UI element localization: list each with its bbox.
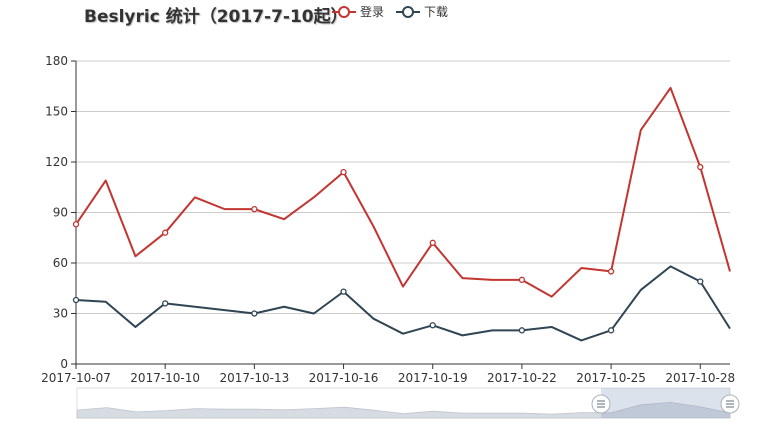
- y-tick-label: 150: [45, 105, 68, 119]
- data-point: [429, 322, 436, 329]
- legend[interactable]: 登录 下载: [332, 4, 448, 19]
- legend-item-download[interactable]: 下载: [396, 5, 448, 19]
- zoom-selection[interactable]: [601, 388, 730, 418]
- y-tick-label: 60: [53, 256, 68, 270]
- y-tick-label: 180: [45, 54, 68, 68]
- data-point: [72, 221, 80, 228]
- data-point: [72, 296, 80, 304]
- legend-label-login: 登录: [360, 4, 384, 19]
- y-tick-label: 0: [60, 357, 68, 371]
- y-tick-label: 120: [45, 155, 68, 169]
- data-zoom-slider[interactable]: [76, 387, 740, 419]
- y-tick-label: 90: [53, 206, 68, 220]
- data-point: [518, 327, 526, 334]
- data-point: [340, 168, 347, 176]
- x-tick-label: 2017-10-22: [487, 371, 557, 385]
- series-line-login: [75, 86, 731, 298]
- legend-item-login[interactable]: 登录: [332, 4, 384, 19]
- data-point: [162, 300, 169, 307]
- data-point: [251, 205, 258, 213]
- chart-title: Beslyric 统计（2017-7-10起）: [84, 7, 348, 27]
- data-point: [162, 229, 169, 236]
- x-tick-label: 2017-10-19: [398, 371, 468, 385]
- series-line-download: [75, 265, 731, 342]
- x-tick-label: 2017-10-25: [576, 371, 646, 385]
- slider-handle-icon[interactable]: [591, 394, 611, 414]
- zoom-shadow-area: [76, 401, 731, 419]
- data-point: [697, 163, 704, 171]
- data-point: [518, 276, 526, 283]
- legend-label-download: 下载: [424, 5, 448, 19]
- legend-marker-icon: [402, 6, 414, 18]
- slider-handle-icon[interactable]: [720, 394, 740, 414]
- data-point: [251, 310, 258, 317]
- y-tick-label: 30: [53, 307, 68, 321]
- x-tick-label: 2017-10-28: [665, 371, 735, 385]
- data-point: [340, 288, 347, 295]
- data-point: [607, 268, 615, 275]
- data-point: [429, 239, 436, 246]
- data-point: [607, 327, 615, 334]
- x-tick-label: 2017-10-13: [219, 371, 289, 385]
- x-tick-label: 2017-10-07: [41, 371, 111, 385]
- data-point: [697, 278, 704, 285]
- legend-marker-icon: [338, 6, 350, 18]
- x-tick-label: 2017-10-10: [130, 371, 200, 385]
- x-tick-label: 2017-10-16: [309, 371, 379, 385]
